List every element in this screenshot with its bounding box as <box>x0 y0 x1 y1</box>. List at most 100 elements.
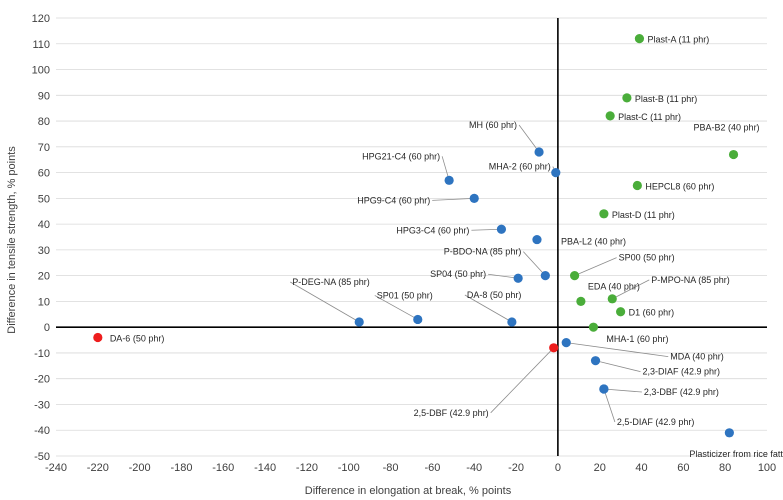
point-label: Plast-A (11 phr) <box>647 35 709 45</box>
data-point <box>496 224 507 234</box>
data-point <box>588 322 599 332</box>
point-label: Plast-C (11 phr) <box>618 112 681 122</box>
point-label: 2,3-DIAF (42.9 phr) <box>643 367 721 377</box>
point-labels: Plast-A (11 phr) Plast-B (11 phr) Plast-C … <box>110 35 783 459</box>
point-label: MHA-1 (60 phr) <box>606 334 668 344</box>
x-tick-label: 80 <box>719 462 731 474</box>
x-axis-title: Difference in elongation at break, % poi… <box>305 485 512 497</box>
y-tick-label: -40 <box>34 425 50 437</box>
data-point <box>534 147 544 157</box>
y-tick-label: 50 <box>38 193 50 205</box>
leader-line <box>490 347 554 414</box>
data-point <box>616 307 626 317</box>
point-label: HPG9-C4 (60 phr) <box>357 195 430 205</box>
leader-line <box>603 388 616 423</box>
point-label: P-MPO-NA (85 phr) <box>651 275 730 285</box>
point-label: SP04 (50 phr) <box>430 269 486 279</box>
leader-line <box>603 388 642 393</box>
y-axis-title: Difference in tensile strength, % points <box>6 146 18 334</box>
point-label: Plasticizer from rice fatty acid <box>689 449 783 459</box>
y-tick-label: -20 <box>34 374 50 386</box>
x-tick-label: 100 <box>758 462 776 474</box>
data-point <box>576 296 586 307</box>
leader-line <box>432 197 475 201</box>
axes <box>56 18 767 456</box>
data-point <box>607 294 617 304</box>
data-point <box>444 175 454 185</box>
data-point <box>605 111 615 121</box>
data-point <box>590 356 601 366</box>
y-tick-label: 90 <box>38 90 50 102</box>
leader-line <box>471 228 502 231</box>
point-label: DA-6 (50 phr) <box>110 333 165 343</box>
point-label: DA-8 (50 phr) <box>467 290 522 300</box>
tick-labels: -50-40-30-20-100102030405060708090100110… <box>32 13 777 474</box>
x-tick-label: -100 <box>338 462 360 474</box>
point-label: SP01 (50 phr) <box>377 290 433 300</box>
leader-line <box>574 257 617 277</box>
point-label: HEPCL8 (60 phr) <box>645 181 714 191</box>
data-point <box>634 34 645 44</box>
x-tick-label: -200 <box>129 462 151 474</box>
data-point <box>599 384 609 394</box>
leader-line <box>595 360 641 373</box>
x-tick-label: -60 <box>424 462 440 474</box>
y-tick-label: -50 <box>34 451 50 463</box>
data-point <box>354 317 364 327</box>
leader-line <box>566 342 669 358</box>
point-label: PBA-B2 (40 phr) <box>694 123 760 133</box>
data-point <box>413 314 423 325</box>
point-label: EDA (40 phr) <box>588 281 640 291</box>
y-tick-label: 0 <box>44 322 50 334</box>
data-point <box>724 428 734 438</box>
x-tick-label: 0 <box>555 462 561 474</box>
x-tick-label: -240 <box>45 462 67 474</box>
x-tick-label: -180 <box>170 462 192 474</box>
point-label: 2,3-DBF (42.9 phr) <box>644 387 719 397</box>
data-point <box>532 234 542 245</box>
y-tick-label: 20 <box>38 271 50 283</box>
y-tick-label: 40 <box>38 219 50 231</box>
data-point <box>570 271 580 281</box>
data-point <box>549 343 559 353</box>
leader-line <box>290 281 360 323</box>
y-tick-label: -10 <box>34 348 50 360</box>
leader-line <box>464 294 513 323</box>
y-tick-label: 30 <box>38 245 50 257</box>
point-label: P-BDO-NA (85 phr) <box>444 247 522 257</box>
data-point <box>599 209 609 219</box>
point-label: HPG3-C4 (60 phr) <box>396 225 469 235</box>
data-point <box>622 93 632 103</box>
point-label: 2,5-DBF (42.9 phr) <box>414 408 489 418</box>
x-tick-label: 20 <box>594 462 606 474</box>
x-tick-label: 60 <box>677 462 689 474</box>
y-tick-label: 110 <box>32 39 50 51</box>
point-label: 2,5-DIAF (42.9 phr) <box>617 417 695 427</box>
point-label: PBA-L2 (40 phr) <box>561 237 626 247</box>
point-label: MHA-2 (60 phr) <box>489 162 551 172</box>
y-tick-label: -30 <box>34 399 50 411</box>
y-tick-label: 80 <box>38 116 50 128</box>
leader-line <box>488 273 519 279</box>
data-point <box>728 149 739 160</box>
data-point <box>561 338 571 348</box>
x-tick-label: 40 <box>635 462 647 474</box>
point-label: HPG21-C4 (60 phr) <box>362 151 440 161</box>
label-leader-lines <box>290 124 669 423</box>
leader-line <box>612 279 650 300</box>
point-label: P-DEG-NA (85 phr) <box>292 277 370 287</box>
data-point <box>507 317 517 327</box>
x-tick-label: -80 <box>383 462 399 474</box>
data-point <box>93 332 103 343</box>
data-points <box>93 34 739 438</box>
point-label: SP00 (50 phr) <box>619 253 675 263</box>
x-tick-label: -220 <box>87 462 109 474</box>
point-label: MH (60 phr) <box>469 120 517 130</box>
x-tick-label: -140 <box>254 462 276 474</box>
y-tick-label: 70 <box>38 142 50 154</box>
point-label: MDA (40 phr) <box>670 352 724 362</box>
data-point <box>469 193 479 203</box>
x-tick-label: -160 <box>212 462 234 474</box>
data-point <box>513 273 523 283</box>
